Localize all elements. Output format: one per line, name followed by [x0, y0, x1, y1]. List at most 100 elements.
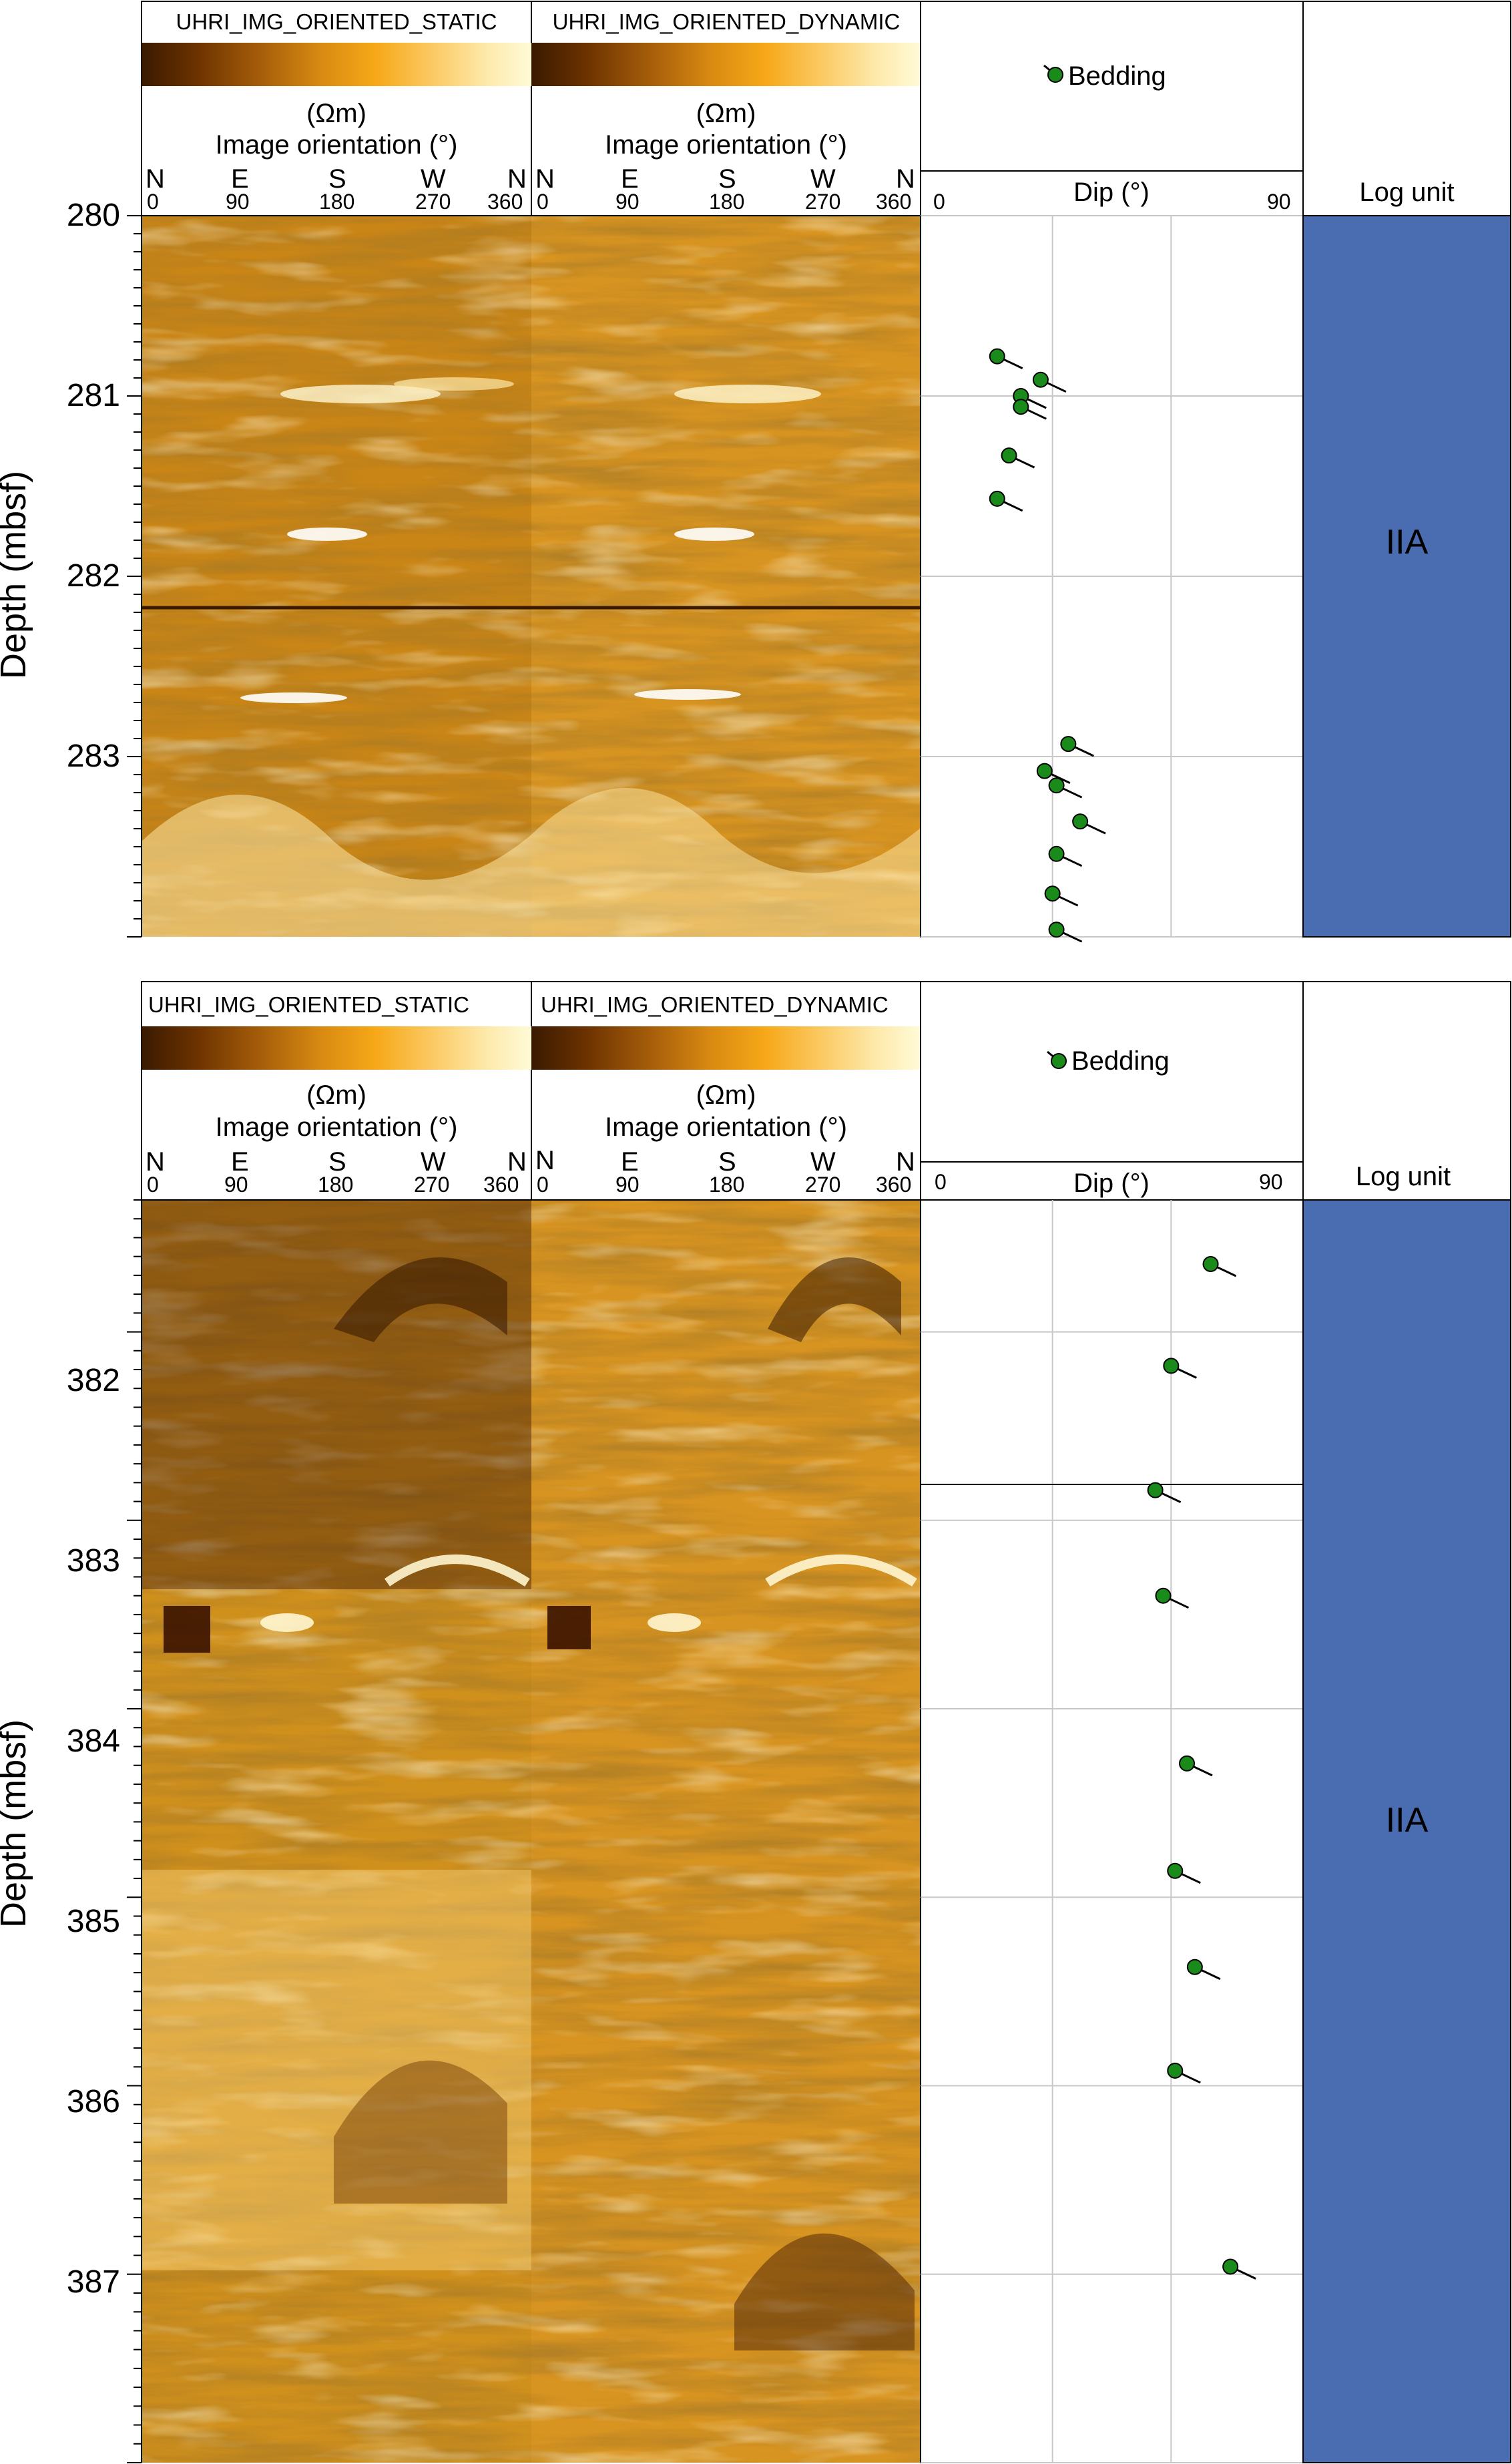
top-dynamic-colorbar [531, 43, 921, 86]
top-dynamic-tick-90: 90 [615, 190, 640, 214]
top-dynamic-orient-label: Image orientation (°) [605, 130, 847, 160]
top-depth-label-283: 283 [66, 739, 120, 774]
top-dynamic-dir-w: W [810, 164, 836, 194]
bottom-dip-grid [921, 1200, 1303, 2463]
top-logunit-header [1302, 1, 1511, 216]
top-dynamic-tick-180: 180 [709, 190, 745, 214]
bottom-depth-label-382: 382 [66, 1363, 120, 1398]
bottom-dynamic-tick-360: 360 [876, 1173, 912, 1197]
top-static-unit: (Ωm) [306, 99, 366, 128]
bottom-bedding-point-8 [1222, 2258, 1239, 2275]
top-dynamic-dir-e: E [621, 164, 639, 194]
bottom-dynamic-dir-w: W [810, 1147, 836, 1177]
top-static-tick-360: 360 [487, 190, 523, 214]
top-static-dir-n0: N [146, 164, 165, 194]
bottom-dynamic-dir-e: E [621, 1147, 639, 1177]
bottom-static-title: UHRI_IMG_ORIENTED_STATIC [148, 992, 469, 1017]
top-dip-axis-label: Dip (°) [1073, 178, 1150, 207]
top-bedding-point-8 [1048, 777, 1065, 794]
bottom-static-dir-e: E [231, 1147, 249, 1177]
top-bedding-point-9 [1072, 813, 1089, 830]
bottom-bedding-point-1 [1163, 1358, 1180, 1374]
top-bedding-point-3 [1013, 399, 1029, 415]
bottom-dynamic-orient-label: Image orientation (°) [605, 1112, 847, 1142]
bottom-static-tick-360: 360 [483, 1173, 519, 1197]
bottom-static-dir-s: S [328, 1147, 346, 1177]
bottom-dip-tick-0: 0 [935, 1170, 947, 1194]
top-legend-label: Bedding [1068, 61, 1166, 91]
bottom-logunit-header-label: Log unit [1355, 1162, 1451, 1191]
top-bedding-point-7 [1036, 763, 1053, 779]
bottom-static-image [142, 1200, 531, 2463]
bottom-bedding-point-5 [1167, 1862, 1184, 1879]
bottom-depth-label-386: 386 [66, 2084, 120, 2119]
bottom-panel [127, 981, 1511, 2463]
bottom-logunit-header [1302, 981, 1511, 1201]
top-depth-label-280: 280 [66, 198, 120, 233]
top-dynamic-header [531, 1, 921, 216]
top-dynamic-unit: (Ωm) [696, 99, 756, 128]
bottom-dynamic-header [531, 981, 921, 1201]
top-dynamic-dir-n360: N [896, 164, 915, 194]
top-dynamic-dir-s: S [718, 164, 736, 194]
bottom-logunit-fill [1302, 1199, 1511, 2463]
top-bedding-point-1 [1032, 371, 1049, 388]
bottom-depth-label-383: 383 [66, 1543, 120, 1579]
top-dip-tick-0: 0 [933, 190, 945, 214]
top-bedding-markers [989, 348, 1106, 943]
top-bedding-point-4 [1001, 447, 1017, 464]
bottom-bedding-point-4 [1179, 1755, 1196, 1772]
top-static-orient-label: Image orientation (°) [215, 130, 458, 160]
bottom-legend-bedding-marker [1051, 1053, 1067, 1069]
top-static-tick-0: 0 [147, 190, 159, 214]
bottom-bedding-point-0 [1202, 1255, 1219, 1272]
top-static-title: UHRI_IMG_ORIENTED_STATIC [176, 9, 497, 34]
top-static-tick-180: 180 [319, 190, 355, 214]
top-bedding-point-10 [1048, 845, 1065, 862]
bottom-dynamic-title: UHRI_IMG_ORIENTED_DYNAMIC [541, 992, 889, 1017]
top-bedding-point-5 [989, 490, 1005, 507]
top-static-image [142, 216, 531, 937]
bottom-static-dir-n360: N [507, 1147, 527, 1177]
bottom-static-tick-180: 180 [318, 1173, 354, 1197]
bottom-static-colorbar [142, 1026, 531, 1070]
bottom-dynamic-tick-90: 90 [615, 1173, 640, 1197]
top-static-colorbar [142, 43, 531, 86]
bottom-static-unit: (Ωm) [306, 1080, 366, 1110]
bottom-dynamic-tick-180: 180 [709, 1173, 745, 1197]
bottom-static-header [141, 981, 532, 1201]
bottom-static-dir-w: W [421, 1147, 446, 1177]
top-dip-grid [921, 215, 1303, 938]
bottom-bedding-point-6 [1186, 1959, 1203, 1975]
bottom-depth-label-384: 384 [66, 1723, 120, 1759]
bottom-bedding-point-3 [1155, 1587, 1172, 1604]
top-static-dir-e: E [231, 164, 249, 194]
bottom-depth-label-387: 387 [66, 2264, 120, 2300]
top-dynamic-tick-270: 270 [805, 190, 841, 214]
bottom-dynamic-dir-n0: N [535, 1146, 555, 1175]
bottom-dip-header [920, 981, 1304, 1201]
top-dynamic-title: UHRI_IMG_ORIENTED_DYNAMIC [552, 9, 901, 34]
top-dip-header [920, 1, 1304, 216]
bottom-dynamic-colorbar [531, 1026, 921, 1070]
bottom-static-orient-label: Image orientation (°) [215, 1112, 458, 1142]
top-static-dir-w: W [421, 164, 446, 194]
bottom-dynamic-image [531, 1200, 921, 2463]
top-dynamic-tick-360: 360 [876, 190, 912, 214]
bottom-dip-axis-label: Dip (°) [1073, 1169, 1150, 1198]
bottom-bedding-markers [1147, 1255, 1256, 2280]
top-bedding-point-6 [1060, 736, 1077, 753]
top-panel [127, 1, 1511, 943]
top-dynamic-tick-0: 0 [537, 190, 549, 214]
top-legend-bedding-marker [1047, 67, 1063, 83]
top-logunit-fill [1302, 215, 1511, 938]
bottom-legend-label: Bedding [1071, 1046, 1170, 1076]
top-dynamic-image [531, 216, 921, 937]
bottom-static-tick-270: 270 [414, 1173, 450, 1197]
top-logunit-header-label: Log unit [1359, 178, 1455, 207]
bottom-dynamic-dir-n360: N [896, 1147, 915, 1177]
bottom-logunit-value: IIA [1385, 1801, 1429, 1840]
bottom-dynamic-dir-s: S [718, 1147, 736, 1177]
bottom-y-axis-label: Depth (mbsf) [0, 1719, 33, 1928]
